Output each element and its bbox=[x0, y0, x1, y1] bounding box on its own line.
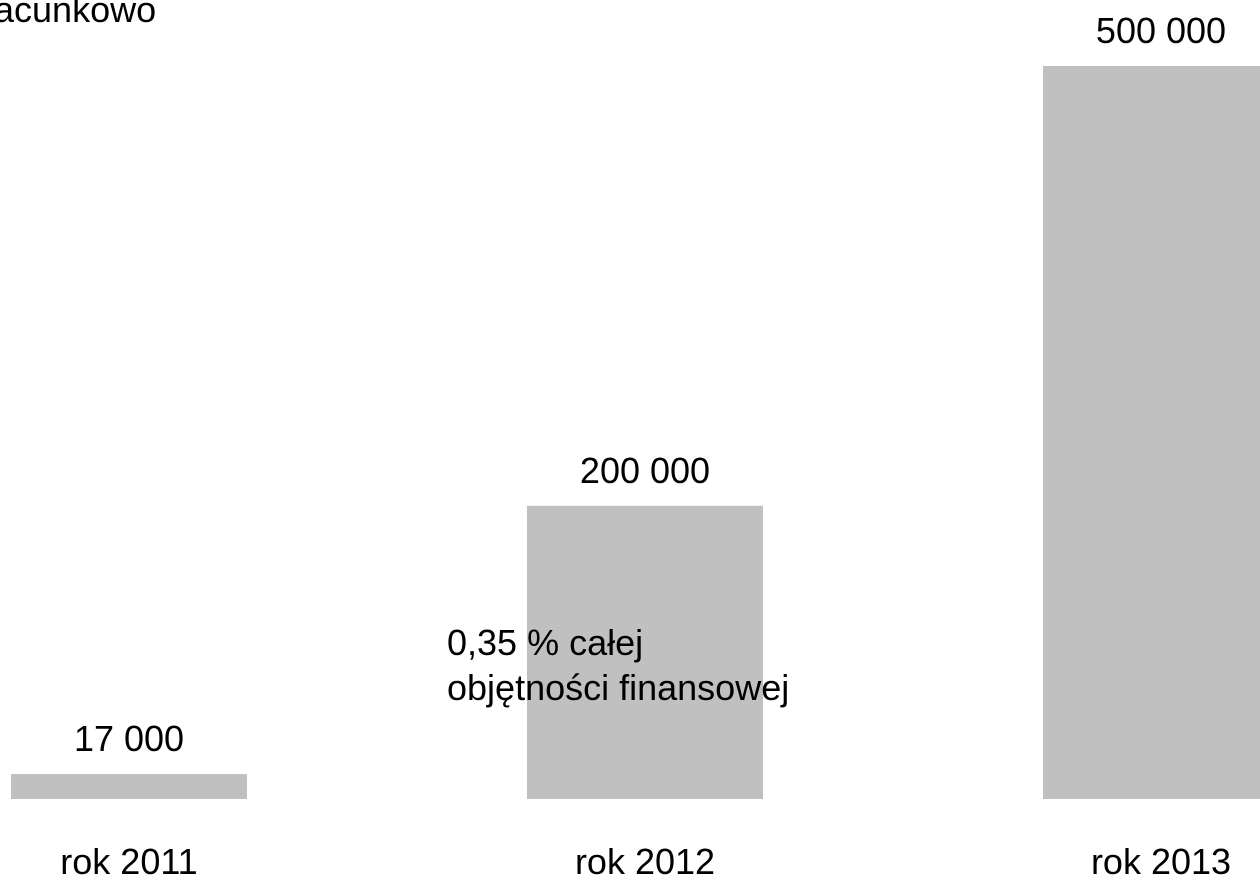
category-label-3: rok 2013 bbox=[1091, 841, 1231, 882]
bar-3 bbox=[1043, 66, 1260, 799]
annotation-line-2: objętności finansowej bbox=[447, 667, 790, 708]
cut-off-header-text: acunkowo bbox=[0, 0, 157, 30]
data-label-2: 200 000 bbox=[580, 450, 710, 491]
annotation-line-1: 0,35 % całej bbox=[447, 622, 644, 663]
category-label-1: rok 2011 bbox=[60, 841, 197, 882]
category-label-2: rok 2012 bbox=[575, 841, 715, 882]
data-label-3: 500 000 bbox=[1096, 10, 1226, 51]
bar-2 bbox=[527, 505, 763, 799]
chart-annotation: 0,35 % całej objętności finansowej bbox=[447, 620, 789, 710]
bar-1 bbox=[11, 774, 247, 799]
data-label-1: 17 000 bbox=[74, 718, 184, 759]
